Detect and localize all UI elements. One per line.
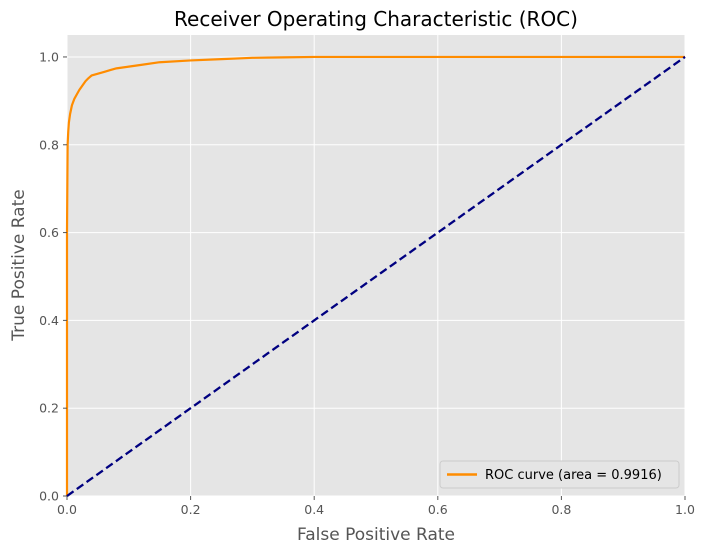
legend: ROC curve (area = 0.9916): [439, 460, 680, 489]
x-axis-label: False Positive Rate: [297, 525, 455, 545]
series-layer: [65, 55, 686, 497]
y-axis-label: True Positive Rate: [9, 189, 29, 341]
x-tick-label-0: 0.0: [57, 502, 77, 517]
x-tick-label-1: 0.2: [181, 502, 201, 517]
grid-lines: [66, 35, 686, 497]
y-tick-label-1: 0.2: [39, 401, 59, 416]
y-tick-label-2: 0.4: [39, 313, 59, 328]
y-tick-label-0: 0.0: [39, 489, 59, 504]
roc-curve-line: [65, 55, 685, 496]
x-tick-label-3: 0.6: [428, 502, 448, 517]
chance-diagonal-line: [66, 56, 686, 497]
tick-labels: 0.0 0.2 0.4 0.6 0.8 1.0 0.0 0.2 0.4 0.6 0.8 1.0: [39, 49, 695, 517]
y-tick-label-4: 0.8: [39, 137, 59, 152]
chart-title: Receiver Operating Characteristic (ROC): [174, 7, 578, 31]
legend-label-roc: ROC curve (area = 0.9916): [485, 468, 662, 483]
y-tick-label-5: 1.0: [39, 49, 59, 64]
x-tick-label-4: 0.8: [551, 502, 571, 517]
x-tick-label-5: 1.0: [675, 502, 695, 517]
plot-background: [67, 35, 685, 496]
y-tick-label-3: 0.6: [39, 225, 59, 240]
x-tick-label-2: 0.4: [304, 502, 324, 517]
legend-box: [439, 460, 680, 489]
